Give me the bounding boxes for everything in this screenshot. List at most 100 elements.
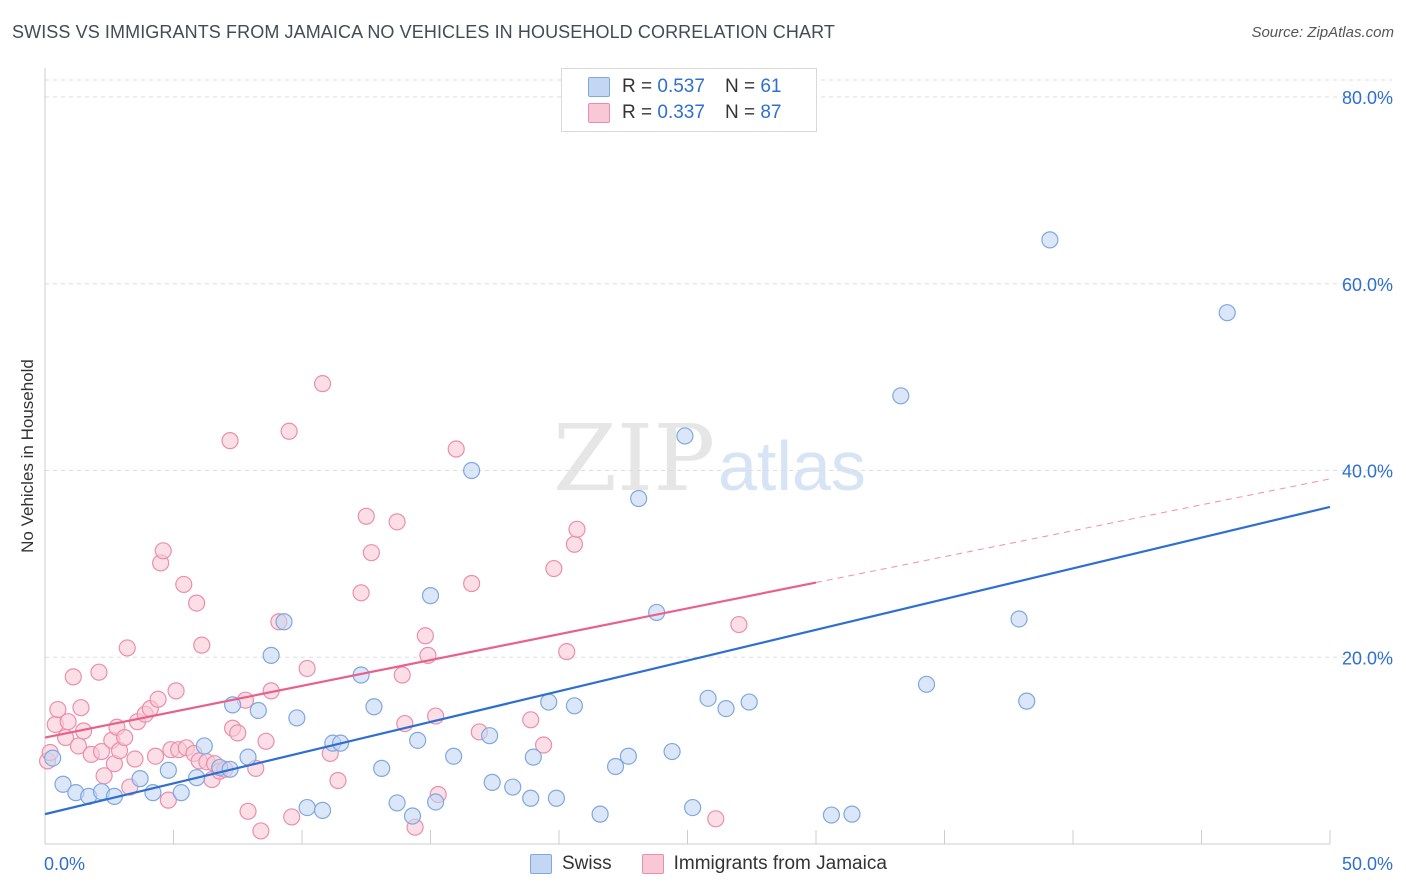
- jamaica-point: [730, 615, 748, 634]
- y-tick-label: 60.0%: [1342, 275, 1393, 295]
- r-label: R =: [622, 102, 653, 123]
- swiss-point: [540, 693, 558, 711]
- swiss-point: [1010, 610, 1028, 628]
- legend-label-swiss: Swiss: [562, 853, 612, 874]
- jamaica-point: [49, 700, 67, 719]
- jamaica-point: [154, 542, 172, 560]
- jamaica-point: [257, 732, 275, 750]
- swiss-point: [630, 489, 648, 508]
- n-value: 87: [760, 102, 782, 123]
- swiss-point: [373, 759, 391, 777]
- jamaica-point: [92, 742, 111, 761]
- swiss-point: [313, 801, 332, 819]
- jamaica-point: [313, 375, 332, 393]
- y-tick-label: 80.0%: [1342, 88, 1393, 108]
- jamaica-point: [534, 736, 553, 754]
- jamaica-point: [447, 440, 465, 458]
- jamaica-point: [568, 520, 586, 538]
- jamaica-point: [69, 737, 88, 755]
- swiss-trend-line: [44, 505, 1331, 816]
- jamaica-point: [193, 636, 211, 654]
- swiss-point: [172, 784, 190, 802]
- swiss-point: [699, 689, 717, 707]
- swiss-point: [684, 798, 702, 817]
- y-tick-label: 40.0%: [1342, 462, 1393, 482]
- source-credit: Source: ZipAtlas.com: [1251, 24, 1394, 41]
- swiss-point: [619, 747, 637, 765]
- r-value: 0.337: [657, 102, 705, 123]
- jamaica-point: [188, 594, 206, 612]
- swiss-point: [427, 793, 445, 811]
- swiss-point: [445, 747, 463, 765]
- swiss-point: [403, 807, 422, 825]
- swiss-point: [822, 806, 841, 824]
- swiss-legend-swatch: [530, 854, 552, 874]
- swiss-point: [298, 798, 316, 817]
- jamaica-point: [463, 574, 481, 593]
- r-label: R =: [622, 76, 653, 97]
- swiss-point: [1218, 304, 1236, 322]
- swiss-point: [481, 727, 499, 745]
- swiss-point: [740, 693, 758, 711]
- swiss-point: [565, 697, 584, 715]
- jamaica-point: [239, 802, 257, 820]
- x-tick-label: 0.0%: [44, 854, 85, 874]
- chart-title: SWISS VS IMMIGRANTS FROM JAMAICA NO VEHI…: [12, 22, 835, 42]
- swiss-point: [463, 461, 481, 480]
- jamaica-point: [59, 713, 77, 731]
- swiss-point: [275, 613, 293, 631]
- stats-legend: R = 0.537 N = 61 R = 0.337 N = 87: [561, 68, 817, 132]
- jamaica-point: [707, 810, 725, 828]
- legend-item-jamaica: Immigrants from Jamaica: [641, 853, 887, 875]
- jamaica-trend-extension: [815, 478, 1331, 584]
- swiss-point: [159, 761, 177, 779]
- swiss-point: [504, 778, 522, 796]
- legend-label-jamaica: Immigrants from Jamaica: [673, 853, 887, 874]
- jamaica-point: [116, 728, 134, 747]
- jamaica-point: [329, 771, 347, 790]
- jamaica-point: [90, 663, 108, 681]
- swiss-point: [843, 805, 861, 823]
- swiss-point: [483, 773, 501, 791]
- swiss-point: [262, 646, 280, 664]
- jamaica-point: [545, 559, 563, 578]
- jamaica-point: [229, 724, 247, 742]
- swiss-point: [249, 701, 267, 720]
- swiss-swatch: [588, 77, 610, 97]
- swiss-point: [409, 731, 427, 749]
- n-label: N =: [724, 76, 756, 97]
- series-legend: Swiss Immigrants from Jamaica: [530, 852, 917, 876]
- swiss-point: [288, 709, 306, 727]
- jamaica-point: [159, 791, 177, 809]
- swiss-point: [54, 775, 72, 793]
- swiss-point: [892, 387, 910, 405]
- jamaica-point: [126, 750, 144, 768]
- jamaica-point: [167, 682, 185, 700]
- jamaica-point: [357, 507, 375, 525]
- swiss-point: [1018, 692, 1036, 710]
- jamaica-point: [352, 584, 370, 602]
- jamaica-legend-swatch: [641, 854, 664, 874]
- swiss-point: [606, 757, 625, 776]
- jamaica-point: [149, 690, 167, 708]
- jamaica-point: [393, 666, 411, 684]
- r-value: 0.537: [657, 76, 705, 97]
- n-value: 61: [760, 76, 782, 97]
- jamaica-point: [522, 711, 540, 729]
- legend-item-swiss: Swiss: [530, 853, 612, 875]
- swiss-point: [547, 789, 566, 807]
- jamaica-point: [118, 639, 136, 657]
- jamaica-point: [64, 668, 82, 686]
- jamaica-point: [72, 699, 90, 717]
- jamaica-point: [280, 422, 298, 440]
- jamaica-trend-line: [44, 581, 817, 739]
- jamaica-point: [362, 544, 380, 562]
- swiss-point: [522, 789, 540, 807]
- jamaica-swatch: [588, 103, 610, 123]
- jamaica-point: [146, 747, 165, 765]
- swiss-point: [239, 748, 257, 766]
- n-label: N =: [724, 102, 756, 123]
- jamaica-point: [388, 513, 406, 531]
- jamaica-point: [175, 575, 193, 594]
- swiss-point: [676, 427, 694, 445]
